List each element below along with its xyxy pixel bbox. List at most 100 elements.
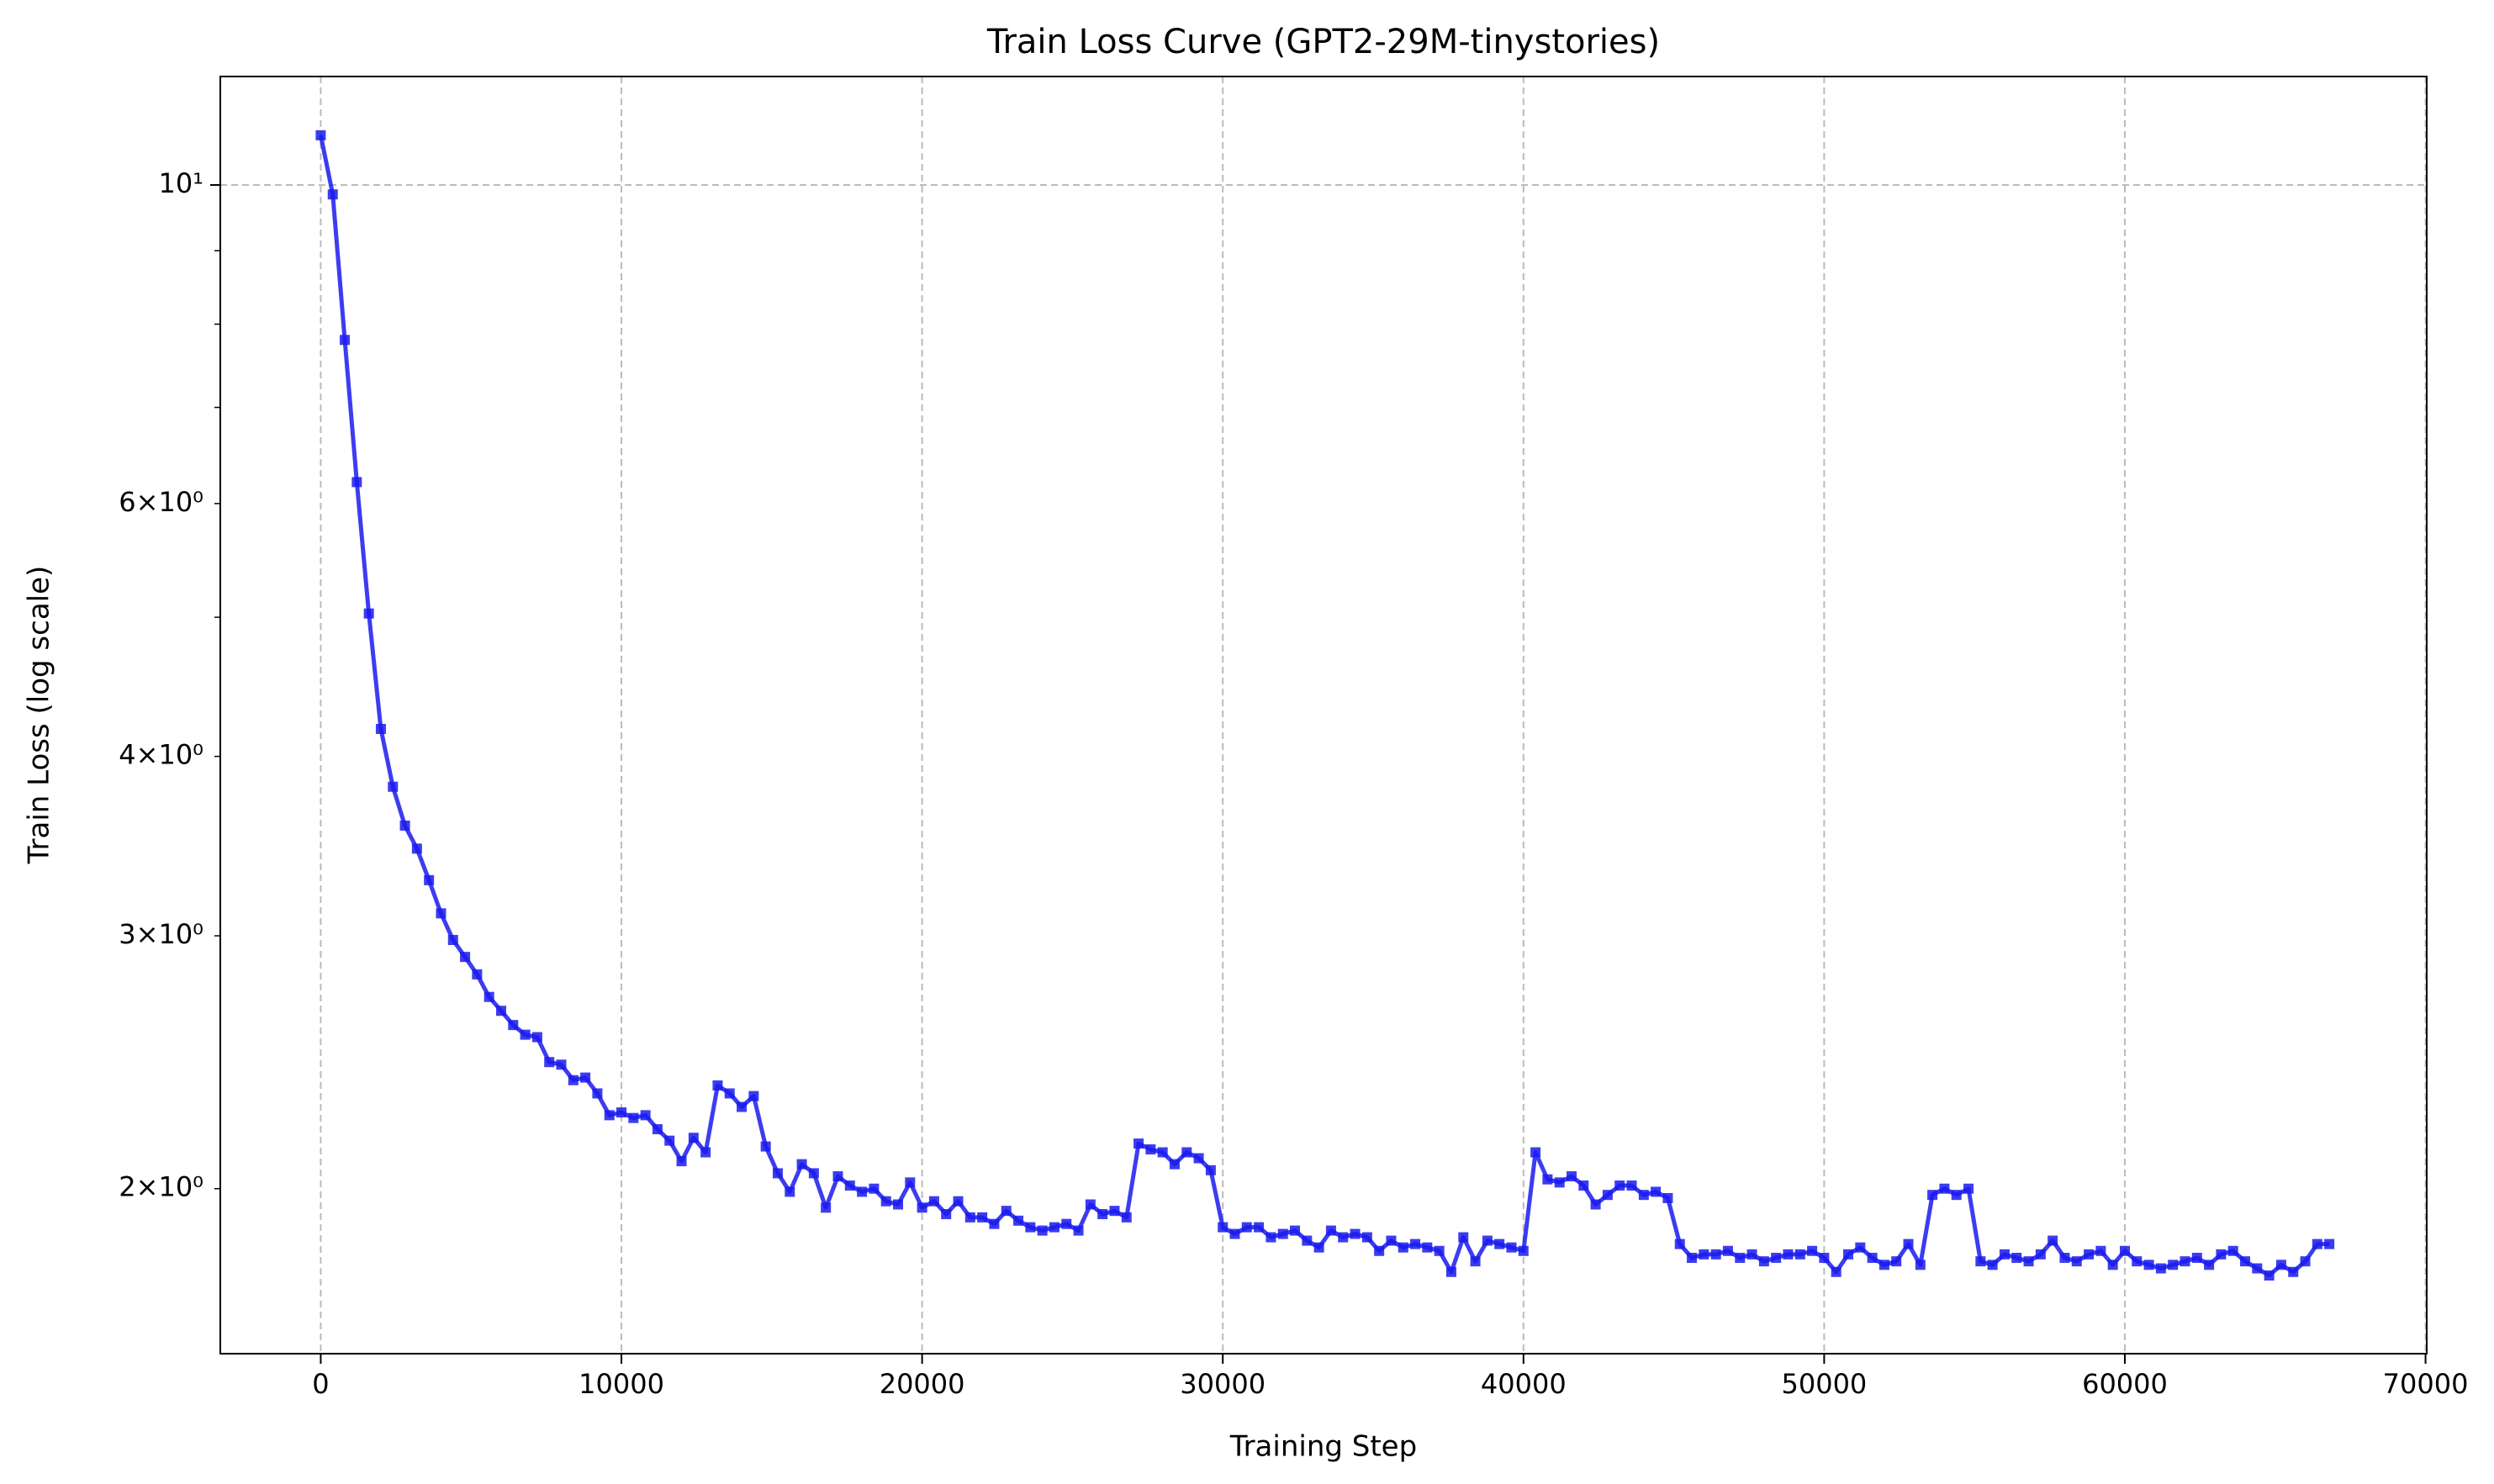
marker [1651,1186,1662,1197]
marker [2143,1260,2154,1270]
marker [1193,1153,1204,1164]
marker [652,1124,663,1135]
marker [1061,1218,1072,1229]
marker [1218,1222,1229,1233]
marker [1325,1225,1336,1236]
marker [1567,1171,1577,1182]
marker [1458,1232,1469,1243]
marker [399,820,410,831]
marker [2155,1263,2166,1274]
marker [964,1212,975,1223]
x-tick-label: 10000 [579,1368,664,1400]
marker [1891,1256,1902,1267]
y-axis-label: Train Loss (log scale) [23,566,56,865]
x-tick-label: 20000 [880,1368,965,1400]
marker [808,1168,819,1179]
marker [941,1209,952,1220]
marker [1939,1183,1950,1194]
marker [2275,1260,2286,1270]
marker [436,908,446,919]
marker [1338,1232,1349,1243]
marker [1710,1249,1721,1260]
marker [1205,1164,1216,1175]
marker [832,1171,843,1182]
marker [508,1020,519,1031]
marker [1722,1245,1733,1256]
marker [893,1199,904,1210]
marker [785,1186,795,1197]
marker [796,1159,807,1170]
marker [2084,1249,2095,1260]
marker [748,1091,759,1101]
marker [1109,1206,1120,1217]
marker [1758,1256,1769,1267]
marker [604,1110,615,1121]
marker [1361,1232,1372,1243]
marker [724,1088,735,1099]
marker [1602,1190,1613,1201]
marker [2288,1266,2299,1277]
marker [340,335,351,346]
marker [363,608,374,619]
marker [1783,1249,1794,1260]
marker [1313,1242,1324,1253]
marker [1374,1245,1385,1256]
marker [2048,1235,2058,1246]
marker [2252,1263,2263,1274]
marker [1085,1199,1096,1210]
marker [1482,1235,1493,1246]
marker [327,189,338,200]
y-tick-label: 4×10⁰ [119,739,203,771]
marker [2300,1256,2311,1267]
marker [1145,1144,1156,1155]
marker [1073,1225,1084,1236]
marker [1878,1260,1889,1270]
marker [1626,1180,1637,1191]
marker [580,1072,591,1083]
marker [2324,1238,2335,1249]
marker [1025,1222,1036,1233]
y-tick-label: 10¹ [158,167,203,199]
marker [2240,1256,2251,1267]
marker [2071,1256,2082,1267]
marker [1302,1235,1313,1246]
marker [1999,1249,2010,1260]
x-tick-label: 0 [312,1368,329,1400]
marker [1614,1180,1625,1191]
marker [556,1059,567,1070]
marker [1819,1253,1830,1264]
marker [531,1032,542,1043]
x-tick-label: 60000 [2082,1368,2168,1400]
marker [388,781,399,792]
marker [772,1168,783,1179]
marker [1277,1228,1288,1239]
marker [760,1141,771,1152]
marker [737,1101,748,1112]
y-tick-label: 2×10⁰ [119,1171,203,1203]
marker [1915,1260,1926,1270]
marker [1494,1238,1505,1249]
marker [1157,1147,1168,1158]
marker [1049,1222,1059,1233]
marker [1794,1249,1805,1260]
marker [2011,1253,2022,1264]
marker [1699,1249,1709,1260]
marker [1290,1225,1301,1236]
marker [2191,1253,2202,1264]
marker [2095,1245,2106,1256]
marker [1903,1238,1914,1249]
marker [821,1202,832,1213]
marker [1434,1245,1445,1256]
marker [1169,1159,1180,1170]
marker [1771,1253,1782,1264]
marker [1097,1209,1108,1220]
marker [424,874,435,885]
x-axis-label: Training Step [1229,1430,1417,1464]
marker [460,952,471,963]
marker [1386,1235,1397,1246]
marker [2059,1253,2070,1264]
marker [628,1112,639,1123]
marker [953,1196,964,1207]
marker [844,1180,855,1191]
